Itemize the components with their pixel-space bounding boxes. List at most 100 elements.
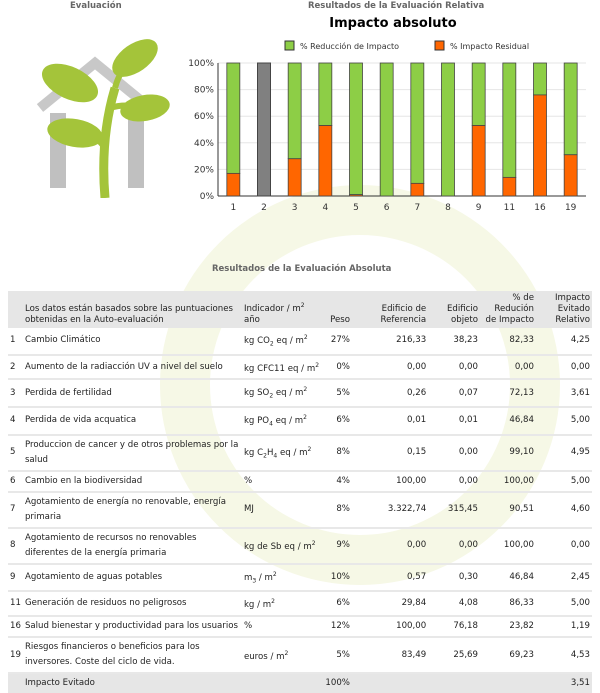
table-cell: 216,33 xyxy=(351,328,429,356)
table-row: 4 Perdida de vida acquatica kg PO4 eq / m2… xyxy=(8,407,592,436)
legend-swatch xyxy=(434,40,445,51)
y-tick-label: 40% xyxy=(194,139,214,149)
table-cell: kg CO2 eq / m2 xyxy=(241,328,324,356)
bar-residual xyxy=(318,125,333,197)
table-cell: 1,19 xyxy=(536,616,592,639)
table-row: 5 Produccion de cancer y de otros problem… xyxy=(8,434,592,472)
table-cell: 2 xyxy=(8,354,23,381)
table-cell: 4,53 xyxy=(536,637,592,675)
table-cell: 100,00 xyxy=(351,470,429,493)
table-cell: euros / m2 xyxy=(241,637,324,675)
table-cell xyxy=(480,673,536,693)
table-cell: MJ xyxy=(241,491,324,529)
x-tick-label: 7 xyxy=(414,203,420,213)
table-cell: Generación de residuos no peligrosos xyxy=(22,591,242,618)
table-cell: 3,61 xyxy=(536,379,592,409)
table-cell: 100,00 xyxy=(351,616,429,639)
table-cell: 4,95 xyxy=(536,434,592,472)
bar-reduction xyxy=(533,62,547,96)
indicator-part: 3 xyxy=(252,577,257,585)
y-tick-label: 20% xyxy=(194,165,214,175)
table-cell: Agotamiento de aguas potables xyxy=(22,563,242,593)
table-cell: 19 xyxy=(8,637,23,675)
table-cell: 4,08 xyxy=(428,591,480,618)
bar-na xyxy=(257,62,271,197)
table-cell: 46,84 xyxy=(480,407,536,436)
indicator-part: 2 xyxy=(303,386,308,394)
table-cell: 38,23 xyxy=(428,328,480,356)
x-tick-label: 1 xyxy=(230,203,236,213)
table-row: 8 Agotamiento de recursos no renovables d… xyxy=(8,527,592,565)
table-cell: 99,10 xyxy=(480,434,536,472)
table-cell: Cambio en la biodiversidad xyxy=(22,470,242,493)
y-tick-label: 60% xyxy=(194,112,214,122)
table-cell: Perdida de fertilidad xyxy=(22,379,242,409)
table-row: 2 Aumento de la radiacción UV a nivel del… xyxy=(8,354,592,381)
table-cell: 0,01 xyxy=(351,407,429,436)
indicator-part: kg SO xyxy=(243,388,270,399)
table-cell: Aumento de la radiacción UV a nivel del … xyxy=(22,354,242,381)
table-cell: 9 xyxy=(8,563,23,593)
table-cell: kg CFC11 eq / m2 xyxy=(241,354,324,381)
indicator-part: eq / m xyxy=(272,415,304,426)
table-cell: kg C2H4 eq / m2 xyxy=(241,434,324,472)
table-cell: Agotamiento de energía no renovable, ene… xyxy=(22,491,242,529)
table-cell: kg SO2 eq / m2 xyxy=(241,379,324,409)
column-header: Indicador / m2 año xyxy=(241,291,324,328)
table-cell: 4% xyxy=(323,470,352,493)
table-cell: 100% xyxy=(323,673,352,693)
bar-residual xyxy=(349,194,363,197)
table-cell: 5,00 xyxy=(536,591,592,618)
table-cell: % xyxy=(241,470,324,493)
table-cell: kg / m2 xyxy=(241,591,324,618)
column-header: Peso xyxy=(323,291,352,328)
indicator-part: eq / m xyxy=(273,388,304,399)
bar-reduction xyxy=(318,62,333,126)
indicator-part: kg / m xyxy=(243,600,272,611)
indicator-part: / m xyxy=(256,572,273,583)
table-cell: 25,69 xyxy=(428,637,480,675)
x-tick-label: 5 xyxy=(353,203,359,213)
table-cell xyxy=(351,673,429,693)
table-cell: 5% xyxy=(323,379,352,409)
table-cell: Agotamiento de recursos no renovables di… xyxy=(22,527,242,565)
table-cell: 0,07 xyxy=(428,379,480,409)
bar-residual xyxy=(471,125,486,197)
table-cell: 10% xyxy=(323,563,352,593)
table-row: 1 Cambio Climático kg CO2 eq / m2 27% 216,33… xyxy=(8,328,592,356)
table-cell: 6% xyxy=(323,591,352,618)
bar-residual xyxy=(502,176,517,197)
table-cell: kg de Sb eq / m2 xyxy=(241,527,324,565)
table-cell: 0,00 xyxy=(536,527,592,565)
x-tick-label: 16 xyxy=(534,203,546,213)
indicator-part: 2 xyxy=(307,445,312,453)
column-header: Los datos están basados sobre las puntua… xyxy=(22,291,242,328)
indicator-part: eq / m xyxy=(273,335,304,346)
indicator-part: 2 xyxy=(269,340,274,348)
table-cell: 0,00 xyxy=(536,354,592,381)
column-header: Edificio objeto xyxy=(428,291,480,328)
table-cell: 0,57 xyxy=(351,563,429,593)
bar-residual xyxy=(226,172,241,197)
x-tick-label: 19 xyxy=(565,203,577,213)
x-tick-label: 4 xyxy=(322,203,328,213)
bar-reduction xyxy=(349,62,363,196)
x-tick-label: 11 xyxy=(504,203,515,213)
indicator-part: 2 xyxy=(271,598,275,606)
table-cell: 4 xyxy=(8,407,23,436)
indicator-part: kg C xyxy=(243,447,264,458)
indicator-part: 2 xyxy=(303,334,308,341)
header-text: Indicador / m2 año xyxy=(243,302,305,325)
table-cell: 7 xyxy=(8,491,23,529)
indicator-part: kg PO xyxy=(243,415,270,426)
table-cell: 12% xyxy=(323,616,352,639)
table-cell: 5% xyxy=(323,637,352,675)
table-cell: 0,00 xyxy=(428,434,480,472)
table-cell: 4,60 xyxy=(536,491,592,529)
table-cell: Cambio Climático xyxy=(22,328,242,356)
table-row: 3 Perdida de fertilidad kg SO2 eq / m2 5% 0,… xyxy=(8,379,592,409)
table-row: 6 Cambio en la biodiversidad% 4% 100,00 0,00… xyxy=(8,470,592,493)
legend-label: % Reducción de Impacto xyxy=(300,41,399,51)
table-cell: 100,00 xyxy=(480,470,536,493)
table-cell: 3.322,74 xyxy=(351,491,429,529)
